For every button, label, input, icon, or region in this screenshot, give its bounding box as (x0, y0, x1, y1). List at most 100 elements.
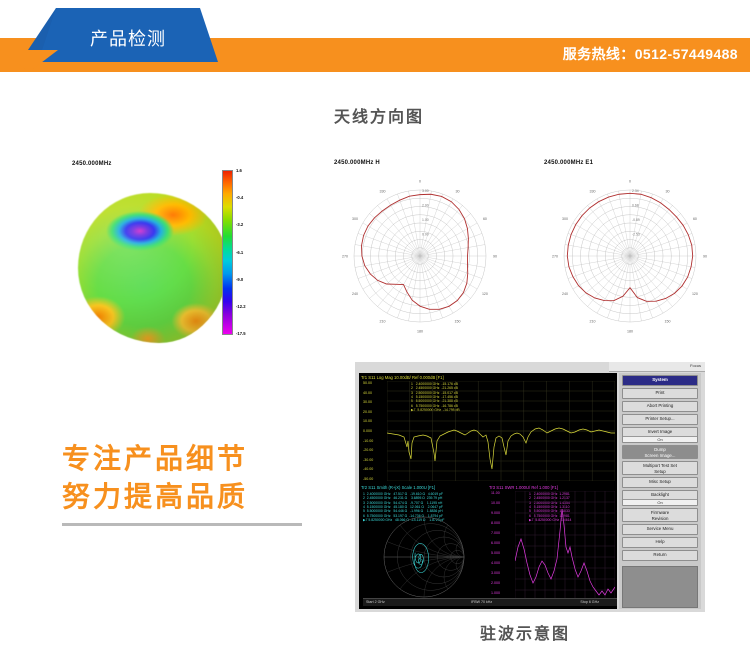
polar-radial-tick: -2.53 (632, 233, 640, 237)
polar-h-title: 2450.000MHz H (334, 160, 380, 166)
polar-radial-tick: 0.68 (632, 204, 639, 208)
polar-angle-tick: 330 (590, 190, 596, 194)
vna-trace3-label: Tr3 S11 SWR 1.000U/ Ref 1.000 [F1] (489, 485, 558, 490)
vna-axis-tick: -50.00 (363, 477, 374, 481)
vna-top-strip: Focus (609, 362, 705, 372)
polar-radial-tick: 2.34 (632, 189, 639, 193)
vna-menu-item-backlight[interactable]: Backlight On (622, 490, 698, 506)
polar-angle-tick: 300 (352, 217, 358, 221)
polar-e1-svg: 0 30 60 90 120 150 180 210 240 270 300 330 2.34 0.68 -… (552, 180, 707, 334)
vna-axis-tick: 6.000 (491, 541, 500, 545)
slogan-line-2: 努力提高品质 (62, 480, 249, 512)
vna-trace1-graph (387, 381, 615, 481)
polar-angle-tick: 180 (417, 330, 423, 334)
vna-axis-tick: 4.000 (491, 561, 500, 565)
polar-angle-tick: 60 (483, 217, 487, 221)
polar-radial-tick: 3.00 (422, 189, 429, 193)
vna-trace3-marker-table: 1 2.4000000 GHz 1.2981 2 2.4500000 GHz 1… (529, 492, 572, 523)
slogan-line-1: 专注产品细节 (62, 443, 249, 474)
vna-axis-tick: 30.00 (363, 400, 372, 405)
vna-axis-tick: 1.000 (491, 591, 500, 595)
polar-angle-tick: 240 (352, 292, 358, 296)
polar-angle-tick: 330 (380, 190, 386, 194)
vna-trace2-marker-table: 1 2.4000000 GHz 47.517 Ω -19.610 Ω 4.601… (363, 492, 445, 523)
vna-menu-item-label: Print (655, 390, 665, 395)
vna-menu-item-abort-printing[interactable]: Abort Printing (622, 401, 698, 412)
vna-menu-item-return[interactable]: Return (622, 550, 698, 561)
polar-angle-tick: 90 (703, 255, 707, 259)
polar-radial-tick: 0.00 (422, 233, 429, 237)
vna-softkey-menu[interactable]: System Print Abort Printing Printer Setup..… (619, 373, 701, 609)
vna-menu-item-label: Printer Setup... (645, 416, 675, 421)
pattern3d-surface (78, 193, 228, 343)
polar-angle-tick: 120 (482, 292, 488, 296)
vna-menu-item-label: Backlight (651, 492, 669, 497)
vna-menu-item-label: Dump Screen Image... (644, 447, 676, 458)
vna-axis-tick: -10.00 (363, 438, 374, 443)
vna-ifbw: IFBW 70 kHz (471, 600, 493, 604)
vna-menu-item-label: Return (653, 552, 667, 557)
polar-angle-tick: 270 (552, 255, 558, 259)
vna-trace2-label: Tr2 S11 Smith (R+jX) Scale 1.000U [F1] (361, 485, 436, 490)
vna-menu-item-system[interactable]: System (622, 375, 698, 386)
vna-axis-tick: -20.00 (363, 448, 374, 453)
vna-menu-item-service-menu[interactable]: Service Menu (622, 524, 698, 535)
polar-chart-h: 2450.000MHz H 0 30 60 90 120 150 180 210 240 270 3… (330, 160, 510, 340)
vna-axis-tick: 40.00 (363, 390, 372, 395)
vswr-section-title: 驻波示意图 (480, 626, 571, 643)
polar-angle-tick: 240 (562, 292, 568, 296)
vna-menu-item-state: On (623, 498, 697, 505)
vna-axis-tick: 11.00 (491, 491, 500, 495)
vna-axis-tick: 9.000 (491, 511, 500, 515)
colorbar-tick: -3.2 (236, 222, 244, 228)
vna-menu-item-misc-setup[interactable]: Misc Setup (622, 477, 698, 488)
vna-focus-label: Focus (690, 363, 701, 368)
vna-menu-item-invert-image[interactable]: Invert Image On (622, 427, 698, 443)
vna-menu-item-label: Multiport Test Set Setup (643, 463, 677, 474)
vna-menu-item-label: Misc Setup (649, 479, 671, 484)
ribbon-title: 产品检测 (90, 29, 166, 49)
vna-axis-tick: 5.000 (491, 551, 500, 555)
slogan-underline (62, 523, 302, 527)
polar-angle-tick: 210 (380, 320, 386, 324)
polar-angle-tick: 270 (342, 255, 348, 259)
vna-display: Tr1 S11 Log Mag 10.00dB/ Ref 0.000dB [F1… (359, 373, 617, 609)
polar-angle-tick: 210 (590, 320, 596, 324)
vna-menu-blank-area (622, 566, 698, 608)
vna-axis-tick: 8.000 (491, 521, 500, 525)
hotline-text: 服务热线：0512-57449488 (562, 46, 738, 62)
ribbon-banner (38, 8, 218, 62)
pattern3d-frequency-label: 2450.000MHz (72, 161, 112, 167)
pattern3d-colorbar (222, 170, 233, 335)
polar-angle-tick: 300 (562, 217, 568, 221)
slogan-block: 专注产品细节 努力提高品质 (62, 440, 312, 527)
vna-menu-item-label: Abort Printing (646, 403, 674, 408)
vna-smith-trace (412, 543, 429, 573)
polar-angle-tick: 60 (693, 217, 697, 221)
colorbar-tick: 1.6 (236, 168, 242, 173)
vna-axis-tick: 10.00 (491, 501, 500, 505)
vna-axis-tick: 7.000 (491, 531, 500, 535)
vna-start-freq: Start 2 GHz (366, 600, 385, 604)
polar-angle-tick: 30 (666, 190, 670, 194)
vna-menu-item-dump-screen-image[interactable]: Dump Screen Image... (622, 445, 698, 459)
vna-axis-tick: 20.00 (363, 409, 372, 414)
colorbar-tick: -6.1 (236, 249, 244, 255)
polar-angle-tick: 120 (692, 292, 698, 296)
vna-stop-freq: Stop 6 GHz (580, 600, 599, 604)
vna-menu-item-label: Help (655, 539, 665, 544)
polar-angle-tick: 150 (665, 320, 671, 324)
vna-menu-item-print[interactable]: Print (622, 388, 698, 399)
vna-menu-item-printer-setup[interactable]: Printer Setup... (622, 414, 698, 425)
vna-status-bar: Start 2 GHz IFBW 70 kHz Stop 6 GHz (363, 598, 617, 606)
vna-swr-trace (515, 508, 615, 596)
colorbar-tick: -0.4 (236, 195, 244, 201)
colorbar-tick: -9.0 (236, 276, 244, 282)
colorbar-tick: -12.2 (236, 303, 246, 309)
vna-smith-chart (383, 516, 465, 598)
vna-menu-item-multiport-test-set-setup[interactable]: Multiport Test Set Setup (622, 461, 698, 475)
vna-menu-item-firmware-revision[interactable]: Firmware Revision (622, 508, 698, 522)
vna-menu-item-help[interactable]: Help (622, 537, 698, 548)
vna-screenshot: Focus Tr1 S11 Log Mag 10.00dB/ Ref 0.000… (355, 362, 705, 612)
vna-axis-tick: 2.000 (491, 581, 500, 585)
